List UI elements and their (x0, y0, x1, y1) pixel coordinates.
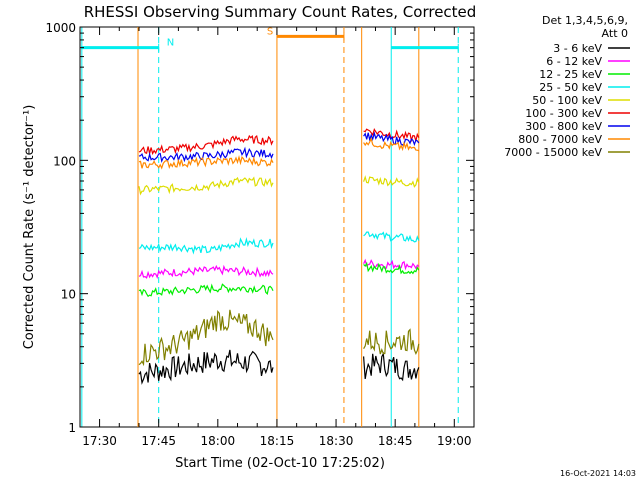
series-line (363, 261, 420, 275)
x-tick-label: 18:00 (201, 434, 236, 448)
legend-entry-label: 800 - 7000 keV (518, 133, 602, 146)
legend-entry-label: 25 - 50 keV (539, 81, 602, 94)
series-layer (138, 127, 420, 385)
series-line (138, 264, 274, 279)
legend-entry-label: 300 - 800 keV (525, 120, 602, 133)
x-axis: 17:30 17:45 18:00 18:15 18:30 18:45 19:00 (82, 27, 475, 448)
legend-entry-label: 50 - 100 keV (532, 94, 602, 107)
y-tick-label: 1000 (45, 21, 76, 35)
series-7000-15000-kev (138, 309, 420, 367)
timestamp: 16-Oct-2021 14:03 (560, 469, 636, 478)
legend-entry-label: 100 - 300 keV (525, 107, 602, 120)
series-line (363, 351, 420, 382)
legend-header: Det 1,3,4,5,6,9, (542, 14, 628, 27)
annotation-label: S (267, 26, 273, 37)
legend-entry-label: 3 - 6 keV (553, 42, 602, 55)
x-axis-label: Start Time (02-Oct-10 17:25:02) (175, 456, 385, 471)
chart-title: RHESSI Observing Summary Count Rates, Co… (84, 3, 477, 21)
series-line (138, 237, 274, 255)
annotation-bars: NS (81, 26, 459, 52)
series-3-6-kev (138, 349, 420, 385)
legend-entry-label: 7000 - 15000 keV (504, 146, 602, 159)
x-tick-label: 18:15 (260, 434, 295, 448)
vertical-lines (81, 27, 459, 427)
series-50-100-kev (138, 175, 420, 196)
series-line (363, 258, 420, 271)
series-line (363, 231, 420, 243)
legend-header: Att 0 (602, 27, 628, 40)
series-line (363, 130, 420, 147)
series-line (363, 175, 420, 188)
x-tick-label: 19:00 (437, 434, 472, 448)
series-800-7000-kev (138, 136, 419, 170)
series-line (138, 154, 274, 170)
y-tick-label: 100 (53, 154, 76, 168)
x-tick-label: 18:45 (378, 434, 413, 448)
series-line (138, 309, 274, 367)
series-line (138, 134, 274, 156)
series-line (363, 328, 420, 355)
series-300-800-kev (138, 130, 420, 164)
x-tick-label: 17:30 (82, 434, 117, 448)
legend-entry-label: 6 - 12 keV (546, 55, 602, 68)
annotation-label: N (167, 38, 174, 49)
legend-entry-label: 12 - 25 keV (539, 68, 602, 81)
y-tick-label: 10 (61, 288, 76, 302)
x-tick-label: 17:45 (141, 434, 176, 448)
y-axis: 1 10 100 1000 (45, 21, 474, 435)
y-tick-label: 1 (68, 421, 76, 435)
plot-area: NS (79, 26, 475, 428)
series-12-25-kev (138, 261, 420, 298)
series-line (138, 349, 274, 385)
series-6-12-kev (138, 258, 420, 279)
series-line (363, 136, 419, 152)
series-line (138, 146, 274, 164)
x-tick-label: 18:30 (319, 434, 354, 448)
y-axis-label: Corrected Count Rate (s⁻¹ detector⁻¹) (22, 105, 37, 350)
series-25-50-kev (138, 231, 420, 255)
series-line (138, 176, 274, 196)
series-line (138, 283, 274, 298)
